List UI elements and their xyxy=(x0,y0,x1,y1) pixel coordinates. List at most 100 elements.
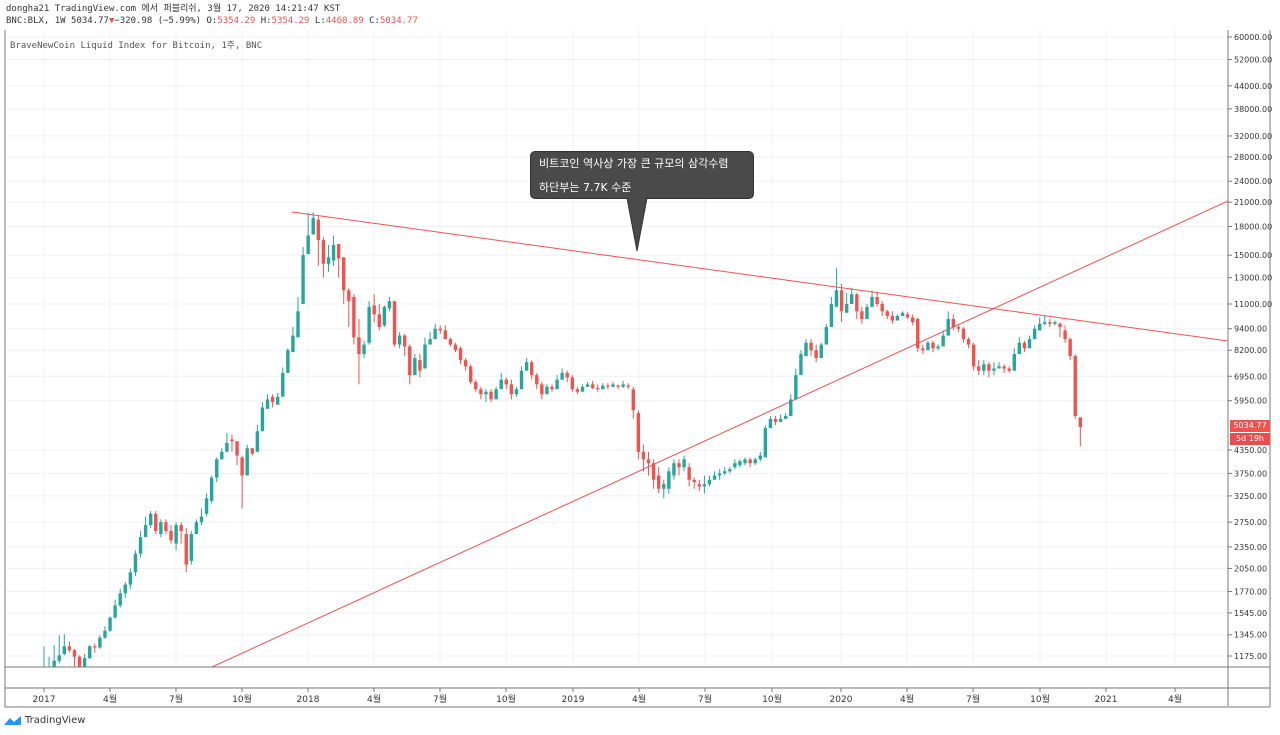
candle-body xyxy=(402,335,407,347)
y-tick-label: 2750.00 xyxy=(1234,518,1267,527)
candle-body xyxy=(667,471,671,489)
candle-body xyxy=(885,311,889,316)
candle xyxy=(326,245,331,272)
candle-body xyxy=(921,348,925,351)
candle xyxy=(900,311,905,316)
candle xyxy=(1078,417,1083,447)
candle-body xyxy=(941,335,945,347)
candle xyxy=(977,360,981,376)
candle-body xyxy=(138,537,143,554)
candle-body xyxy=(347,290,351,302)
candle xyxy=(931,340,935,353)
x-tick-label: 10월 xyxy=(232,693,252,705)
candle xyxy=(926,340,930,351)
candle-body xyxy=(275,396,280,405)
candle-body xyxy=(88,646,92,659)
candle xyxy=(113,599,117,619)
y-tick-label: 1345.00 xyxy=(1234,631,1267,640)
candle-body xyxy=(672,463,676,476)
x-tick-label: 2019 xyxy=(562,695,585,705)
candle xyxy=(1037,317,1042,331)
candle-body xyxy=(164,522,168,531)
candle-body xyxy=(850,294,854,304)
y-tick-label: 2350.00 xyxy=(1234,543,1267,552)
candle-body xyxy=(895,315,900,321)
candle xyxy=(499,372,503,390)
candle-body xyxy=(824,327,829,345)
candle-body xyxy=(540,384,544,395)
candle-body xyxy=(956,327,961,329)
candle xyxy=(946,311,950,336)
candle xyxy=(778,414,783,422)
candle xyxy=(758,451,762,462)
candle xyxy=(875,291,879,307)
candle xyxy=(265,394,270,409)
candle xyxy=(286,348,290,373)
candle xyxy=(799,350,803,376)
candle xyxy=(1058,322,1062,338)
candle-body xyxy=(306,235,310,255)
candle-body xyxy=(910,317,915,323)
candle xyxy=(382,305,387,328)
candle-body xyxy=(900,312,905,316)
candle xyxy=(336,244,341,278)
candle-body xyxy=(783,415,788,419)
candle-body xyxy=(580,386,585,392)
candle xyxy=(794,368,798,400)
candle-body xyxy=(199,516,204,523)
candle xyxy=(159,519,163,538)
annotation-callout[interactable]: 비트코인 역사상 가장 큰 규모의 삼각수렴 하단부는 7.7K 수준 xyxy=(530,151,754,199)
candle-body xyxy=(606,385,610,387)
candle-body xyxy=(753,459,757,464)
candle-body xyxy=(575,389,580,392)
candle xyxy=(631,386,635,419)
candle-body xyxy=(748,459,752,464)
candle xyxy=(479,386,483,400)
footer-brand[interactable]: TradingView xyxy=(4,715,85,726)
candle xyxy=(789,394,793,416)
candle xyxy=(164,519,168,535)
candle xyxy=(179,522,183,544)
candle xyxy=(474,379,478,392)
candle-body xyxy=(987,364,991,371)
candle-body xyxy=(123,584,127,594)
open-label: O: xyxy=(206,16,218,26)
candle xyxy=(697,479,702,492)
candle-body xyxy=(448,339,453,345)
candle xyxy=(220,448,224,460)
candle xyxy=(905,312,910,319)
candle xyxy=(723,467,727,476)
candle xyxy=(667,467,671,494)
candle xyxy=(961,327,966,343)
candle xyxy=(1017,337,1022,355)
y-tick-label: 11000.00 xyxy=(1234,300,1272,309)
candle xyxy=(636,410,641,460)
candle xyxy=(138,530,143,558)
y-tick-label: 2050.00 xyxy=(1234,564,1267,573)
candle xyxy=(169,525,173,544)
candle-body xyxy=(555,379,559,390)
candle xyxy=(677,459,681,476)
candle xyxy=(662,479,666,499)
candle xyxy=(971,342,976,371)
y-tick-label: 5950.00 xyxy=(1234,397,1267,406)
candle xyxy=(57,635,61,664)
candle xyxy=(529,360,534,380)
candle-body xyxy=(408,346,412,376)
chart-grid xyxy=(5,30,1228,667)
symbol-label: BNC:BLX, 1W 5034.77 xyxy=(6,16,109,26)
candle xyxy=(524,358,529,371)
candle xyxy=(880,301,884,316)
candle-body xyxy=(636,413,641,452)
candle xyxy=(824,323,829,345)
candle xyxy=(687,463,691,487)
candle-body xyxy=(733,463,737,468)
candle-body xyxy=(616,385,620,387)
y-tick-label: 8200.00 xyxy=(1234,346,1267,355)
candle-body xyxy=(362,344,366,355)
candle-body xyxy=(926,342,930,351)
candles xyxy=(43,212,1083,667)
candle-body xyxy=(1043,322,1047,324)
candle xyxy=(118,588,122,608)
